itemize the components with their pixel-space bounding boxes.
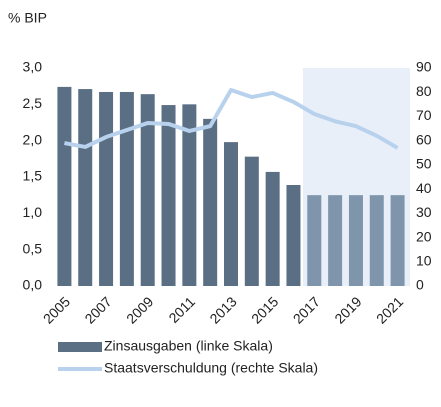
x-tick-label: 2005	[40, 293, 73, 326]
x-tick-label: 2013	[206, 293, 239, 326]
y2-tick-label: 40	[416, 180, 432, 196]
legend-swatch	[58, 342, 102, 352]
bar	[161, 105, 176, 286]
y2-tick-label: 60	[416, 131, 432, 147]
bar	[369, 195, 384, 286]
y2-tick-label: 30	[416, 204, 432, 220]
x-tick-label: 2009	[123, 293, 156, 326]
bar	[328, 195, 343, 286]
y2-tick-label: 70	[416, 107, 432, 123]
x-tick-label: 2021	[373, 293, 406, 326]
legend-label: Staatsverschuldung (rechte Skala)	[104, 360, 318, 376]
bar	[182, 104, 197, 286]
bar	[348, 195, 363, 286]
y-tick-label: 3,0	[23, 59, 43, 75]
bar	[244, 156, 259, 286]
line	[64, 88, 399, 150]
bar	[265, 171, 280, 286]
bar	[286, 184, 301, 286]
bar	[224, 142, 238, 286]
y-tick-label: 1,5	[23, 168, 43, 184]
y2-tick-label: 10	[416, 252, 432, 268]
y2-tick-label: 50	[416, 156, 432, 172]
legend-label: Zinsausgaben (linke Skala)	[104, 338, 273, 354]
y2-tick-label: 0	[416, 277, 424, 293]
y2-tick-label: 80	[416, 83, 432, 99]
y-tick-label: 2,0	[23, 131, 43, 147]
x-tick-label: 2015	[248, 293, 281, 326]
bar	[307, 195, 322, 286]
x-tick-label: 2019	[331, 293, 364, 326]
y-tick-label: 1,0	[23, 204, 43, 220]
x-tick-label: 2007	[81, 293, 114, 326]
bar	[57, 86, 72, 286]
bar	[119, 91, 134, 286]
bar	[390, 195, 405, 286]
y-axis-label: % BIP	[8, 10, 47, 26]
y-tick-label: 2,5	[23, 95, 43, 111]
bar	[78, 89, 93, 286]
bar	[203, 118, 218, 286]
bar	[140, 94, 155, 286]
y-tick-label: 0,0	[23, 277, 43, 293]
bar	[99, 91, 114, 286]
y-tick-label: 0,5	[23, 240, 43, 256]
y2-tick-label: 20	[416, 228, 432, 244]
x-tick-label: 2017	[290, 293, 323, 326]
x-tick-label: 2011	[165, 293, 198, 326]
y2-tick-label: 90	[416, 59, 432, 75]
